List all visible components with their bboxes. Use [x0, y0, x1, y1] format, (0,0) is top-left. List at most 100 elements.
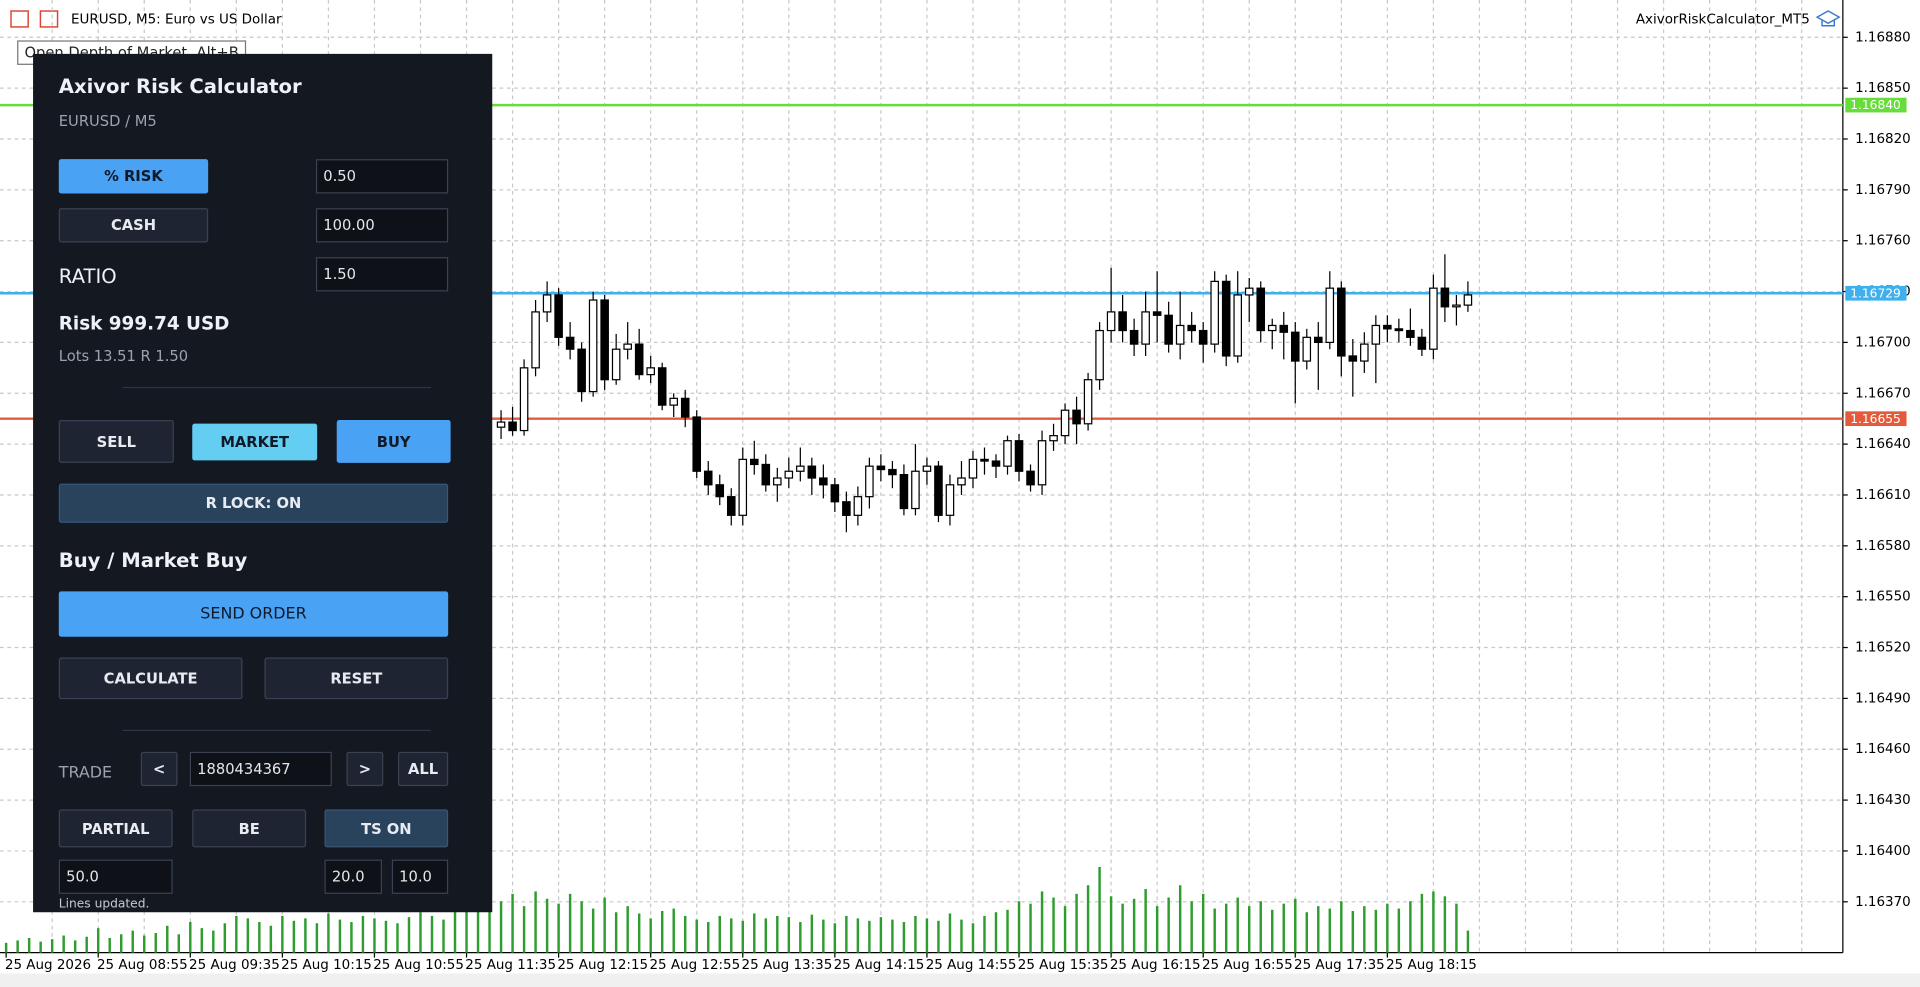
- x-tick-label: 25 Aug 15:35: [1018, 958, 1109, 973]
- x-tick-label: 25 Aug 14:15: [834, 958, 925, 973]
- panel-title: Axivor Risk Calculator: [58, 74, 302, 98]
- partial-button[interactable]: PARTIAL: [58, 809, 173, 848]
- risk-mode-button[interactable]: % RISK: [58, 159, 209, 194]
- ticket-input[interactable]: 1880434367: [189, 751, 332, 787]
- candle-body: [680, 397, 690, 418]
- market-button[interactable]: MARKET: [192, 423, 318, 461]
- candle-body: [1314, 336, 1323, 344]
- y-tick-label: 1.16820: [1855, 132, 1911, 147]
- candle-body: [1037, 440, 1047, 486]
- reset-button[interactable]: RESET: [264, 657, 449, 700]
- candle-body: [1095, 329, 1104, 381]
- candle-body: [1106, 311, 1116, 332]
- candle-body: [1141, 311, 1150, 345]
- ts-step-input[interactable]: 10.0: [391, 859, 449, 894]
- risk-input[interactable]: 0.50: [315, 159, 449, 194]
- candle-body: [588, 299, 598, 393]
- all-button[interactable]: ALL: [397, 751, 449, 787]
- divider: [122, 386, 432, 389]
- x-tick-label: 25 Aug 2026: [5, 958, 91, 973]
- candle-body: [957, 477, 966, 486]
- level-label: 1.16655: [1850, 412, 1901, 426]
- candle-body: [1371, 324, 1381, 345]
- order-type: Buy / Market Buy: [58, 548, 248, 572]
- candle-body: [554, 294, 563, 338]
- partial-input[interactable]: 50.0: [58, 859, 173, 894]
- candle-body: [1072, 409, 1081, 425]
- candle-body: [1417, 336, 1427, 350]
- candle-body: [761, 463, 771, 486]
- candle-body: [796, 465, 805, 472]
- lots-summary: Lots 13.51 R 1.50: [58, 347, 189, 365]
- candle-body: [807, 465, 817, 479]
- y-tick-label: 1.16610: [1855, 488, 1911, 503]
- menu-icon[interactable]: [10, 10, 29, 28]
- y-tick-label: 1.16520: [1855, 641, 1911, 656]
- candle-body: [842, 501, 851, 516]
- buy-button[interactable]: BUY: [336, 420, 451, 463]
- candle-body: [945, 484, 955, 516]
- cash-input[interactable]: 100.00: [315, 208, 449, 243]
- candle-body: [1429, 287, 1438, 350]
- candle-body: [1118, 311, 1127, 332]
- r-lock-button[interactable]: R LOCK: ON: [58, 483, 449, 523]
- candle-body: [600, 299, 609, 381]
- candle-body: [634, 343, 644, 376]
- candle-body: [934, 465, 943, 516]
- candle-body: [830, 484, 840, 503]
- y-tick-label: 1.16490: [1855, 691, 1911, 706]
- x-tick-label: 25 Aug 10:15: [281, 958, 372, 973]
- risk-summary: Risk 999.74 USD: [58, 312, 230, 335]
- candle-body: [1325, 287, 1335, 344]
- y-tick-label: 1.16460: [1855, 742, 1911, 757]
- sell-button[interactable]: SELL: [58, 420, 174, 463]
- expert-icon[interactable]: [1815, 10, 1841, 27]
- candle-body: [1302, 336, 1312, 362]
- x-tick-label: 25 Aug 14:55: [926, 958, 1017, 973]
- y-tick-label: 1.16850: [1855, 81, 1911, 96]
- ratio-input[interactable]: 1.50: [315, 257, 449, 292]
- status-strip: [0, 973, 1920, 987]
- candle-body: [1026, 470, 1035, 486]
- candle-body: [1360, 343, 1369, 362]
- y-tick-label: 1.16580: [1855, 539, 1911, 554]
- send-order-button[interactable]: SEND ORDER: [58, 591, 449, 637]
- candle-body: [876, 465, 886, 471]
- cash-button[interactable]: CASH: [58, 208, 209, 243]
- x-tick-label: 25 Aug 10:55: [373, 958, 464, 973]
- candle-body: [542, 294, 552, 313]
- y-tick-label: 1.16670: [1855, 386, 1911, 401]
- candle-body: [1290, 331, 1300, 362]
- ts-button[interactable]: TS ON: [324, 809, 449, 848]
- be-button[interactable]: BE: [192, 809, 307, 848]
- candle-body: [1463, 294, 1473, 306]
- y-tick-label: 1.16790: [1855, 183, 1911, 198]
- divider: [122, 729, 432, 732]
- level-label: 1.16840: [1850, 98, 1901, 112]
- calculate-button[interactable]: CALCULATE: [58, 657, 243, 700]
- candle-body: [738, 458, 748, 516]
- depth-icon[interactable]: [39, 10, 59, 28]
- candle-body: [611, 348, 621, 381]
- candle-body: [1210, 280, 1219, 345]
- candle-body: [715, 484, 725, 498]
- x-tick-label: 25 Aug 12:15: [557, 958, 648, 973]
- candle-body: [1233, 294, 1243, 357]
- candle-body: [1337, 287, 1346, 357]
- status-text: Lines updated.: [58, 897, 150, 912]
- candle-body: [1383, 324, 1392, 330]
- candle-body: [750, 458, 759, 466]
- ts-start-input[interactable]: 20.0: [324, 859, 383, 894]
- next-button[interactable]: >: [346, 751, 384, 787]
- y-tick-label: 1.16640: [1855, 437, 1911, 452]
- candle-body: [692, 416, 702, 472]
- prev-button[interactable]: <: [140, 751, 178, 787]
- candle-body: [1083, 379, 1093, 425]
- y-tick-label: 1.16430: [1855, 793, 1911, 808]
- candle-body: [1187, 324, 1196, 332]
- x-tick-label: 25 Aug 13:35: [742, 958, 833, 973]
- candle-body: [1049, 435, 1058, 442]
- y-tick-label: 1.16370: [1855, 895, 1911, 910]
- candle-body: [496, 421, 506, 428]
